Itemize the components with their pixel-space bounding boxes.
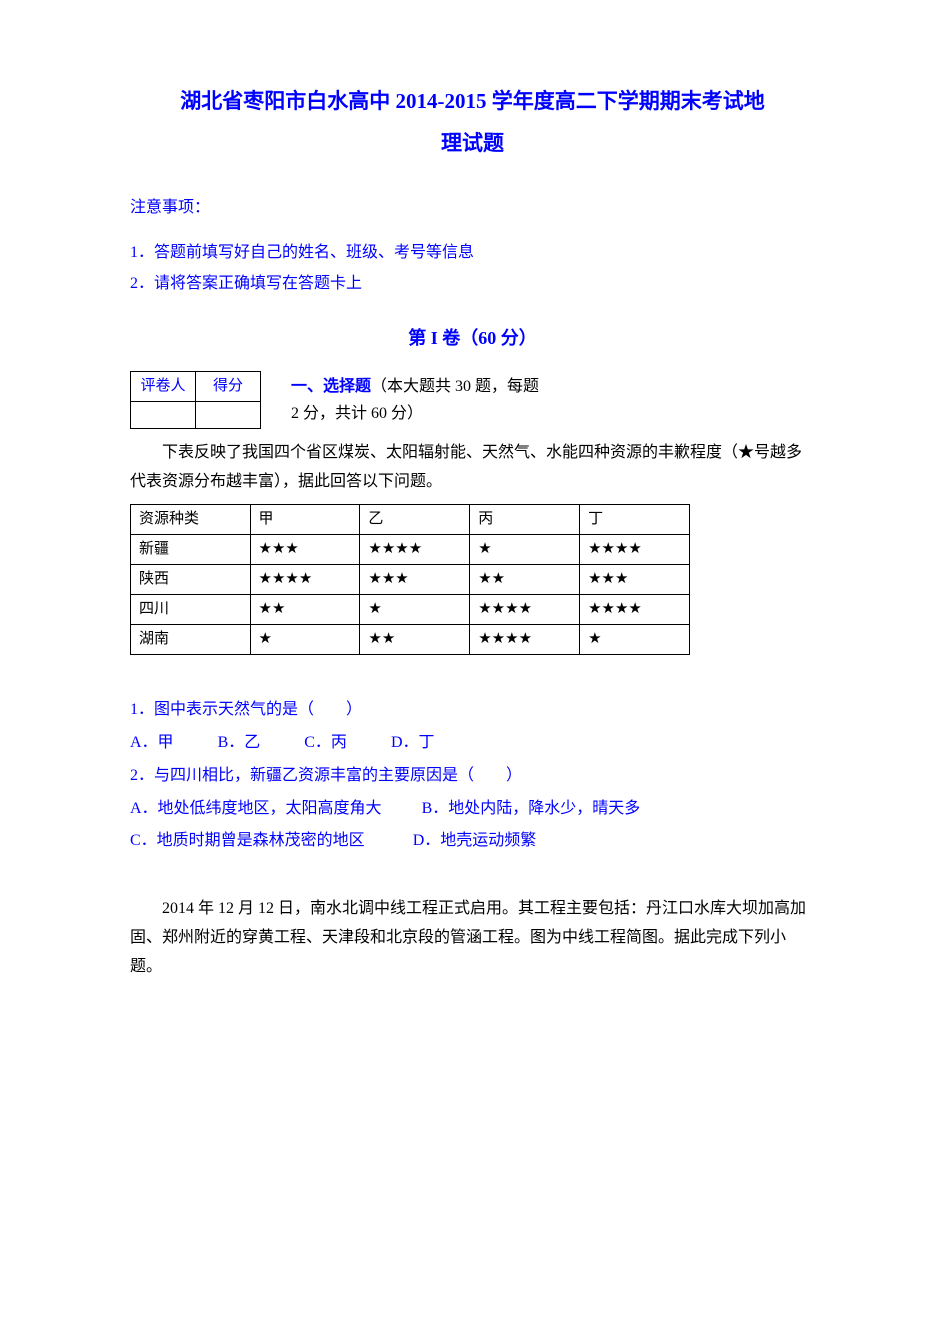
resource-cell: ★★★★ (470, 595, 580, 625)
resource-cell: ★ (580, 625, 690, 655)
resource-header-c: 丙 (470, 505, 580, 535)
choice-b: B．乙 (218, 734, 261, 751)
notice-item-1: 1．答题前填写好自己的姓名、班级、考号等信息 (130, 239, 815, 268)
notice-heading: 注意事项： (130, 194, 815, 223)
region-cell: 湖南 (131, 625, 251, 655)
table-row: 陕西 ★★★★ ★★★ ★★ ★★★ (131, 565, 690, 595)
choice-c: C．丙 (304, 734, 347, 751)
resource-cell: ★★★ (580, 565, 690, 595)
question-2-choices-row1: A．地处低纬度地区，太阳高度角大 B．地处内陆，降水少，晴天多 (130, 795, 815, 824)
choice-a: A．地处低纬度地区，太阳高度角大 (130, 800, 382, 817)
choice-d: D．丁 (391, 734, 435, 751)
resource-cell: ★★★★ (580, 595, 690, 625)
resource-header-d: 丁 (580, 505, 690, 535)
region-cell: 四川 (131, 595, 251, 625)
table-row (131, 401, 261, 428)
resource-cell: ★★★★ (470, 625, 580, 655)
resource-cell: ★★★ (250, 535, 360, 565)
score-cell-grader (131, 401, 196, 428)
question-1-choices: A．甲 B．乙 C．丙 D．丁 (130, 729, 815, 758)
table-row: 评卷人 得分 (131, 371, 261, 401)
score-header-grader: 评卷人 (131, 371, 196, 401)
score-cell-score (196, 401, 261, 428)
table-row: 湖南 ★ ★★ ★★★★ ★ (131, 625, 690, 655)
region-cell: 新疆 (131, 535, 251, 565)
resource-table: 资源种类 甲 乙 丙 丁 新疆 ★★★ ★★★★ ★ ★★★★ 陕西 ★★★★ … (130, 504, 690, 655)
question-2-stem: 2．与四川相比，新疆乙资源丰富的主要原因是（ ） (130, 762, 815, 791)
table-row: 资源种类 甲 乙 丙 丁 (131, 505, 690, 535)
score-table: 评卷人 得分 (130, 371, 261, 429)
notice-item-2: 2．请将答案正确填写在答题卡上 (130, 270, 815, 299)
document-page: 湖北省枣阳市白水高中 2014-2015 学年度高二下学期期末考试地 理试题 注… (0, 0, 945, 1337)
resource-cell: ★ (250, 625, 360, 655)
resource-cell: ★★ (470, 565, 580, 595)
section-desc-2: 2 分，共计 60 分） (291, 405, 423, 422)
choice-d: D．地壳运动频繁 (413, 832, 537, 849)
resource-cell: ★★★★ (250, 565, 360, 595)
resource-cell: ★★★★ (580, 535, 690, 565)
resource-cell: ★★ (360, 625, 470, 655)
resource-header-a: 甲 (250, 505, 360, 535)
section-label: 一、选择题 (291, 378, 371, 395)
question-2-choices-row2: C．地质时期曾是森林茂密的地区 D．地壳运动频繁 (130, 827, 815, 856)
document-title-line1: 湖北省枣阳市白水高中 2014-2015 学年度高二下学期期末考试地 (130, 80, 815, 122)
passage-1-intro: 下表反映了我国四个省区煤炭、太阳辐射能、天然气、水能四种资源的丰歉程度（★号越多… (130, 439, 815, 497)
resource-header-b: 乙 (360, 505, 470, 535)
choice-b: B．地处内陆，降水少，晴天多 (422, 800, 641, 817)
section-info: 一、选择题（本大题共 30 题，每题 2 分，共计 60 分） (291, 371, 539, 427)
choice-c: C．地质时期曾是森林茂密的地区 (130, 832, 365, 849)
resource-cell: ★ (360, 595, 470, 625)
score-header-score: 得分 (196, 371, 261, 401)
score-section-row: 评卷人 得分 一、选择题（本大题共 30 题，每题 2 分，共计 60 分） (130, 371, 815, 429)
table-row: 新疆 ★★★ ★★★★ ★ ★★★★ (131, 535, 690, 565)
resource-header-type: 资源种类 (131, 505, 251, 535)
section-desc-1: （本大题共 30 题，每题 (371, 378, 539, 395)
resource-cell: ★ (470, 535, 580, 565)
choice-a: A．甲 (130, 734, 174, 751)
passage-2-text: 2014 年 12 月 12 日，南水北调中线工程正式启用。其工程主要包括：丹江… (130, 895, 815, 981)
section-1-header: 第 I 卷（60 分） (130, 322, 815, 354)
resource-cell: ★★★ (360, 565, 470, 595)
table-row: 四川 ★★ ★ ★★★★ ★★★★ (131, 595, 690, 625)
resource-cell: ★★★★ (360, 535, 470, 565)
region-cell: 陕西 (131, 565, 251, 595)
question-1-stem: 1．图中表示天然气的是（ ） (130, 696, 815, 725)
document-title-line2: 理试题 (130, 122, 815, 164)
resource-cell: ★★ (250, 595, 360, 625)
